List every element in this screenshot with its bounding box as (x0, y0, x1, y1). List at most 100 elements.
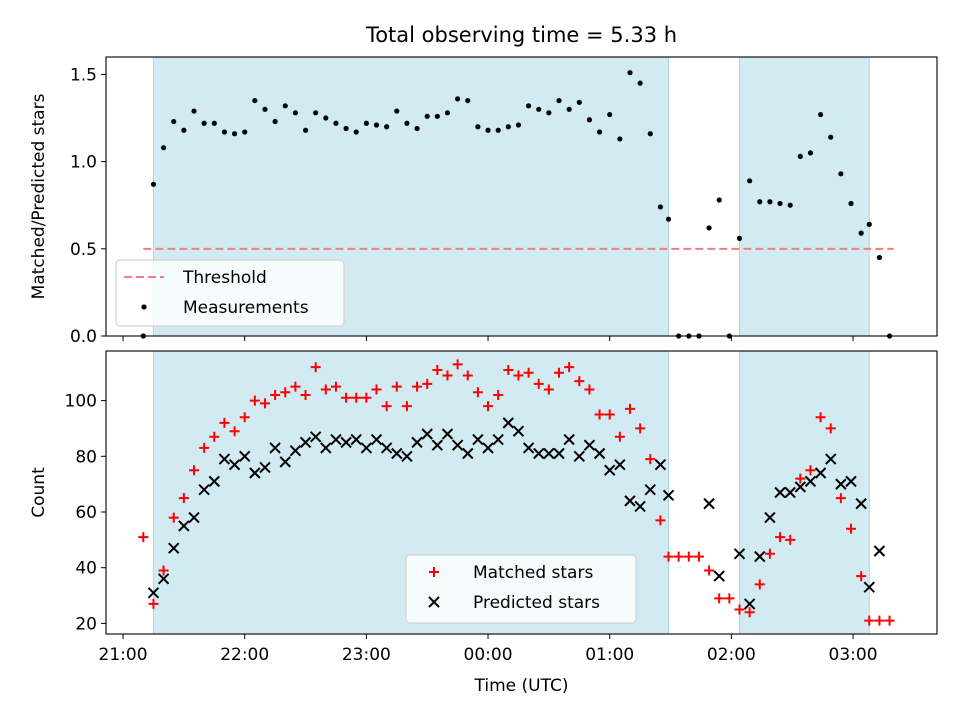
predicted-stars-point (289, 445, 302, 457)
measurement-point (181, 127, 187, 133)
matched-stars-point (249, 395, 260, 406)
predicted-stars-point (472, 433, 484, 446)
x-tick-label: 02:00 (707, 645, 756, 665)
predicted-stars-point (279, 456, 291, 468)
ratio-panel: 0.0 0.5 1.0 1.5 Matched/Predicted stars Thres… (29, 56, 938, 347)
measurement-point (627, 70, 633, 76)
matched-stars-point (270, 390, 281, 401)
predicted-stars-point (502, 417, 515, 429)
predicted-stars-point (784, 486, 796, 499)
measurement-point (866, 221, 872, 227)
predicted-stars-point (624, 495, 636, 507)
legend-measurement-swatch (141, 304, 147, 310)
predicted-stars-point (522, 442, 535, 454)
predicted-stars-point (583, 439, 596, 451)
matched-stars-point (401, 401, 412, 412)
measurement-point (525, 103, 532, 109)
measurement-point (838, 171, 844, 177)
predicted-stars-point (269, 442, 281, 454)
y-tick-label: 40 (75, 559, 97, 579)
matched-stars-point (543, 384, 554, 395)
matched-stars-point (614, 431, 625, 442)
matched-stars-point (635, 423, 646, 434)
measurement-point (242, 129, 248, 135)
measurement-point (475, 124, 481, 130)
measurement-point (485, 127, 491, 133)
matched-stars-point (714, 593, 725, 604)
legend-box (405, 554, 637, 624)
measurement-point (160, 145, 167, 151)
measurement-point (647, 131, 653, 137)
legend-label: Measurements (183, 298, 309, 318)
matched-stars-point (645, 454, 656, 465)
measurement-point (556, 97, 562, 104)
predicted-stars-point (441, 428, 454, 440)
matched-stars-point (594, 409, 605, 420)
matched-stars-point (624, 403, 635, 414)
predicted-stars-point (421, 428, 433, 440)
series-dot (140, 70, 893, 339)
matched-stars-point (138, 532, 149, 543)
matched-stars-point (683, 551, 694, 562)
measurement-point (657, 204, 664, 210)
matched-stars-point (884, 615, 895, 626)
predicted-stars-point (814, 467, 827, 479)
matched-stars-point (341, 392, 352, 403)
axes-frame (105, 56, 938, 337)
matched-stars-point (815, 412, 826, 423)
measurement-point (536, 106, 542, 112)
measurement-point (736, 235, 743, 241)
matched-stars-point (795, 473, 806, 484)
predicted-stars-point (157, 573, 170, 585)
matched-stars-point (391, 381, 402, 392)
measurement-point (333, 120, 339, 126)
matched-stars-point (381, 401, 392, 412)
measurement-point (373, 122, 380, 128)
matched-stars-point (168, 512, 179, 523)
measurement-point (150, 181, 157, 187)
matched-stars-point (513, 370, 524, 381)
matched-stars-point (189, 465, 200, 476)
matched-stars-point (724, 593, 735, 604)
matched-stars-point (462, 370, 473, 381)
x-axis-label: Time (UTC) (474, 676, 569, 696)
y-axis-label: Matched/Predicted stars (29, 93, 49, 299)
y-axis-label: Count (29, 467, 49, 518)
measurement-point (424, 113, 430, 119)
measurement-point (394, 108, 400, 114)
predicted-stars-point (249, 467, 261, 479)
predicted-stars-point (743, 598, 756, 610)
predicted-stars-point (845, 475, 857, 488)
predicted-stars-point (391, 447, 403, 460)
predicted-stars-point (855, 497, 867, 510)
measurement-point (201, 120, 207, 126)
matched-stars-point (744, 607, 755, 618)
matched-stars-point (554, 367, 565, 378)
measurement-point (282, 103, 288, 109)
matched-stars-point (290, 381, 301, 392)
predicted-stars-point (309, 431, 322, 443)
legend-box (115, 259, 345, 327)
predicted-stars-point (178, 520, 190, 532)
matched-stars-point (310, 362, 321, 373)
y-tick-label: 20 (75, 614, 97, 634)
y-tick-label: 100 (65, 392, 97, 412)
measurement-point (363, 120, 369, 126)
matched-stars-point (604, 409, 615, 420)
predicted-stars-point (401, 450, 413, 462)
predicted-stars-point (168, 542, 180, 554)
measurement-point (434, 113, 440, 119)
predicted-stars-point (863, 581, 875, 593)
predicted-stars-point (533, 447, 545, 460)
measurement-point (404, 120, 410, 126)
matched-stars-point (320, 384, 331, 395)
matched-stars-point (178, 493, 189, 504)
predicted-stars-point (208, 475, 220, 488)
measurement-point (546, 110, 552, 116)
predicted-stars-point (573, 450, 586, 462)
predicted-stars-point (218, 453, 231, 465)
matched-stars-point (472, 387, 483, 398)
predicted-stars-point (330, 433, 342, 446)
predicted-stars-point (563, 433, 575, 446)
measurement-point (495, 127, 501, 133)
